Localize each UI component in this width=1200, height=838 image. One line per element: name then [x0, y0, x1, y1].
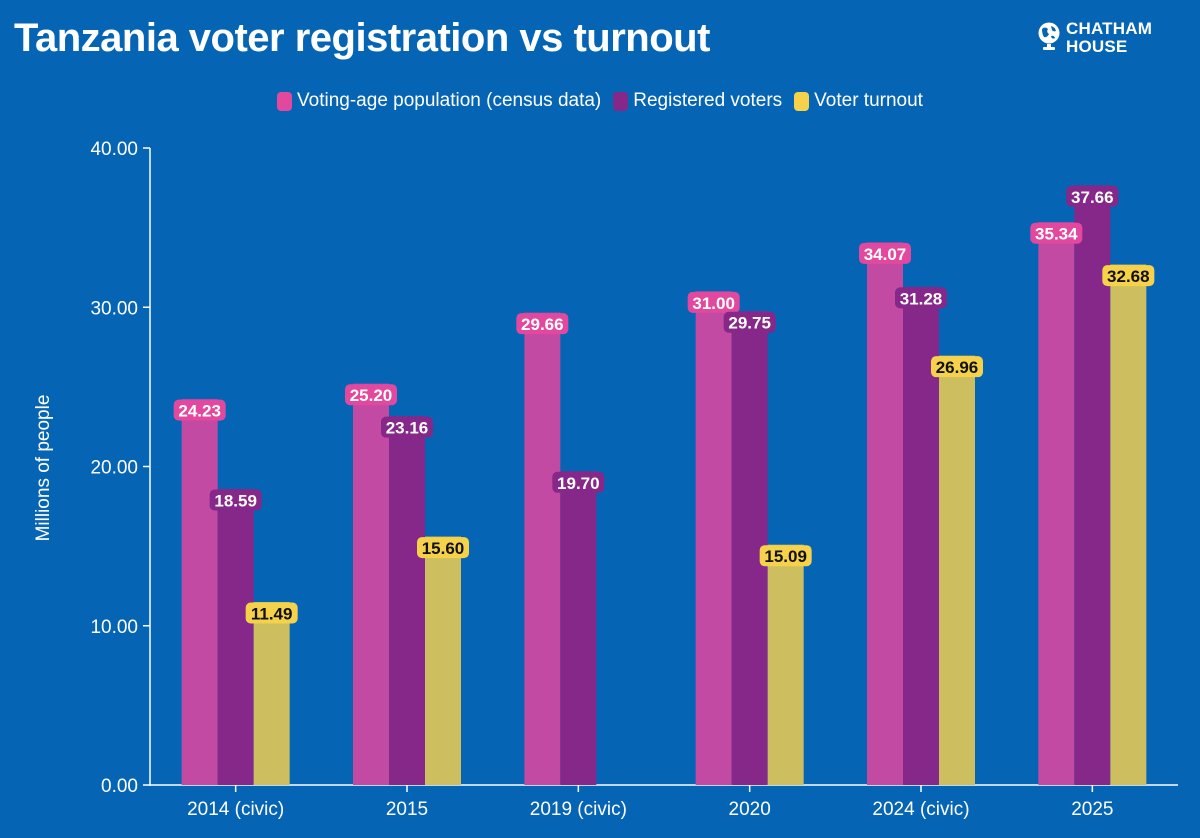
data-label-registered: 37.66: [1071, 188, 1114, 207]
data-label-voting-age: 31.00: [692, 294, 735, 313]
bar-turnout: [939, 355, 975, 785]
bar-voting-age: [524, 312, 561, 785]
data-label-registered: 31.28: [900, 289, 943, 308]
logo-line-2: HOUSE: [1066, 37, 1128, 56]
legend-item-turnout: Voter turnout: [794, 90, 923, 112]
data-label-bg-registered: [381, 416, 433, 438]
legend-label-turnout: Voter turnout: [814, 90, 923, 111]
y-tick-label: 30.00: [90, 298, 138, 319]
data-label-bg-voting-age: [687, 291, 740, 313]
data-label-bg-registered: [895, 287, 947, 309]
data-label-voting-age: 25.20: [350, 386, 393, 405]
data-label-bg-voting-age: [345, 384, 397, 406]
data-label-bg-turnout: [417, 537, 469, 559]
bar-voting-age: [353, 383, 389, 785]
x-tick-label: 2024 (civic): [872, 799, 969, 820]
bar-registered: [389, 416, 425, 785]
data-label-turnout: 15.60: [422, 539, 465, 558]
data-label-voting-age: 24.23: [178, 402, 221, 421]
data-label-bg-registered: [209, 489, 262, 511]
data-label-bg-voting-age: [859, 242, 911, 264]
legend-label-voting-age: Voting-age population (census data): [297, 90, 602, 111]
data-label-bg-turnout: [759, 545, 812, 567]
data-label-turnout: 32.68: [1107, 267, 1150, 286]
legend-item-voting-age: Voting-age population (census data): [277, 90, 601, 112]
legend: Voting-age population (census data) Regi…: [0, 90, 1200, 112]
x-tick-label: 2014 (civic): [187, 799, 284, 820]
data-label-turnout: 11.49: [251, 605, 293, 624]
globe-icon: [1036, 21, 1062, 56]
data-label-registered: 19.70: [557, 474, 600, 493]
y-tick-label: 0.00: [101, 776, 138, 797]
x-tick-label: 2020: [729, 799, 771, 820]
bar-voting-age: [695, 291, 732, 785]
y-tick-label: 20.00: [90, 458, 138, 479]
data-label-bg-turnout: [245, 602, 298, 624]
chatham-house-logo: CHATHAM HOUSE: [1036, 20, 1152, 56]
bar-turnout: [767, 544, 804, 785]
data-label-bg-voting-age: [173, 399, 226, 421]
y-tick-label: 10.00: [90, 617, 138, 638]
bar-turnout: [253, 602, 290, 785]
bar-turnout: [425, 536, 461, 785]
logo-line-1: CHATHAM: [1066, 19, 1153, 38]
legend-swatch-registered: [613, 91, 629, 111]
bar-voting-age: [1038, 222, 1075, 785]
data-label-registered: 29.75: [728, 314, 771, 333]
data-label-bg-registered: [552, 471, 605, 493]
x-tick-label: 2015: [386, 799, 428, 820]
data-label-registered: 23.16: [386, 419, 429, 438]
data-label-bg-turnout: [1102, 265, 1155, 287]
y-tick-label: 40.00: [90, 139, 138, 160]
data-label-voting-age: 35.34: [1035, 225, 1078, 244]
data-label-bg-turnout: [931, 356, 983, 378]
legend-item-registered: Registered voters: [613, 90, 782, 112]
data-label-bg-registered: [723, 311, 776, 333]
data-label-bg-voting-age: [516, 313, 569, 335]
bar-turnout: [1110, 264, 1147, 785]
data-label-turnout: 26.96: [936, 358, 979, 377]
data-label-bg-registered: [1066, 185, 1119, 207]
data-label-voting-age: 29.66: [521, 315, 564, 334]
data-label-turnout: 15.09: [764, 547, 807, 566]
bar-registered: [217, 488, 254, 785]
bar-voting-age: [867, 242, 903, 786]
bar-registered: [1074, 185, 1111, 785]
data-label-voting-age: 34.07: [864, 245, 907, 264]
data-label-bg-voting-age: [1030, 222, 1083, 244]
legend-swatch-voting-age: [277, 91, 293, 111]
x-tick-label: 2019 (civic): [530, 799, 627, 820]
data-label-registered: 18.59: [214, 491, 257, 510]
x-tick-label: 2025: [1071, 799, 1113, 820]
chart-title: Tanzania voter registration vs turnout: [14, 16, 710, 60]
legend-swatch-turnout: [794, 91, 810, 111]
bar-registered: [560, 471, 597, 785]
bar-voting-age: [181, 399, 218, 785]
legend-label-registered: Registered voters: [633, 90, 783, 111]
